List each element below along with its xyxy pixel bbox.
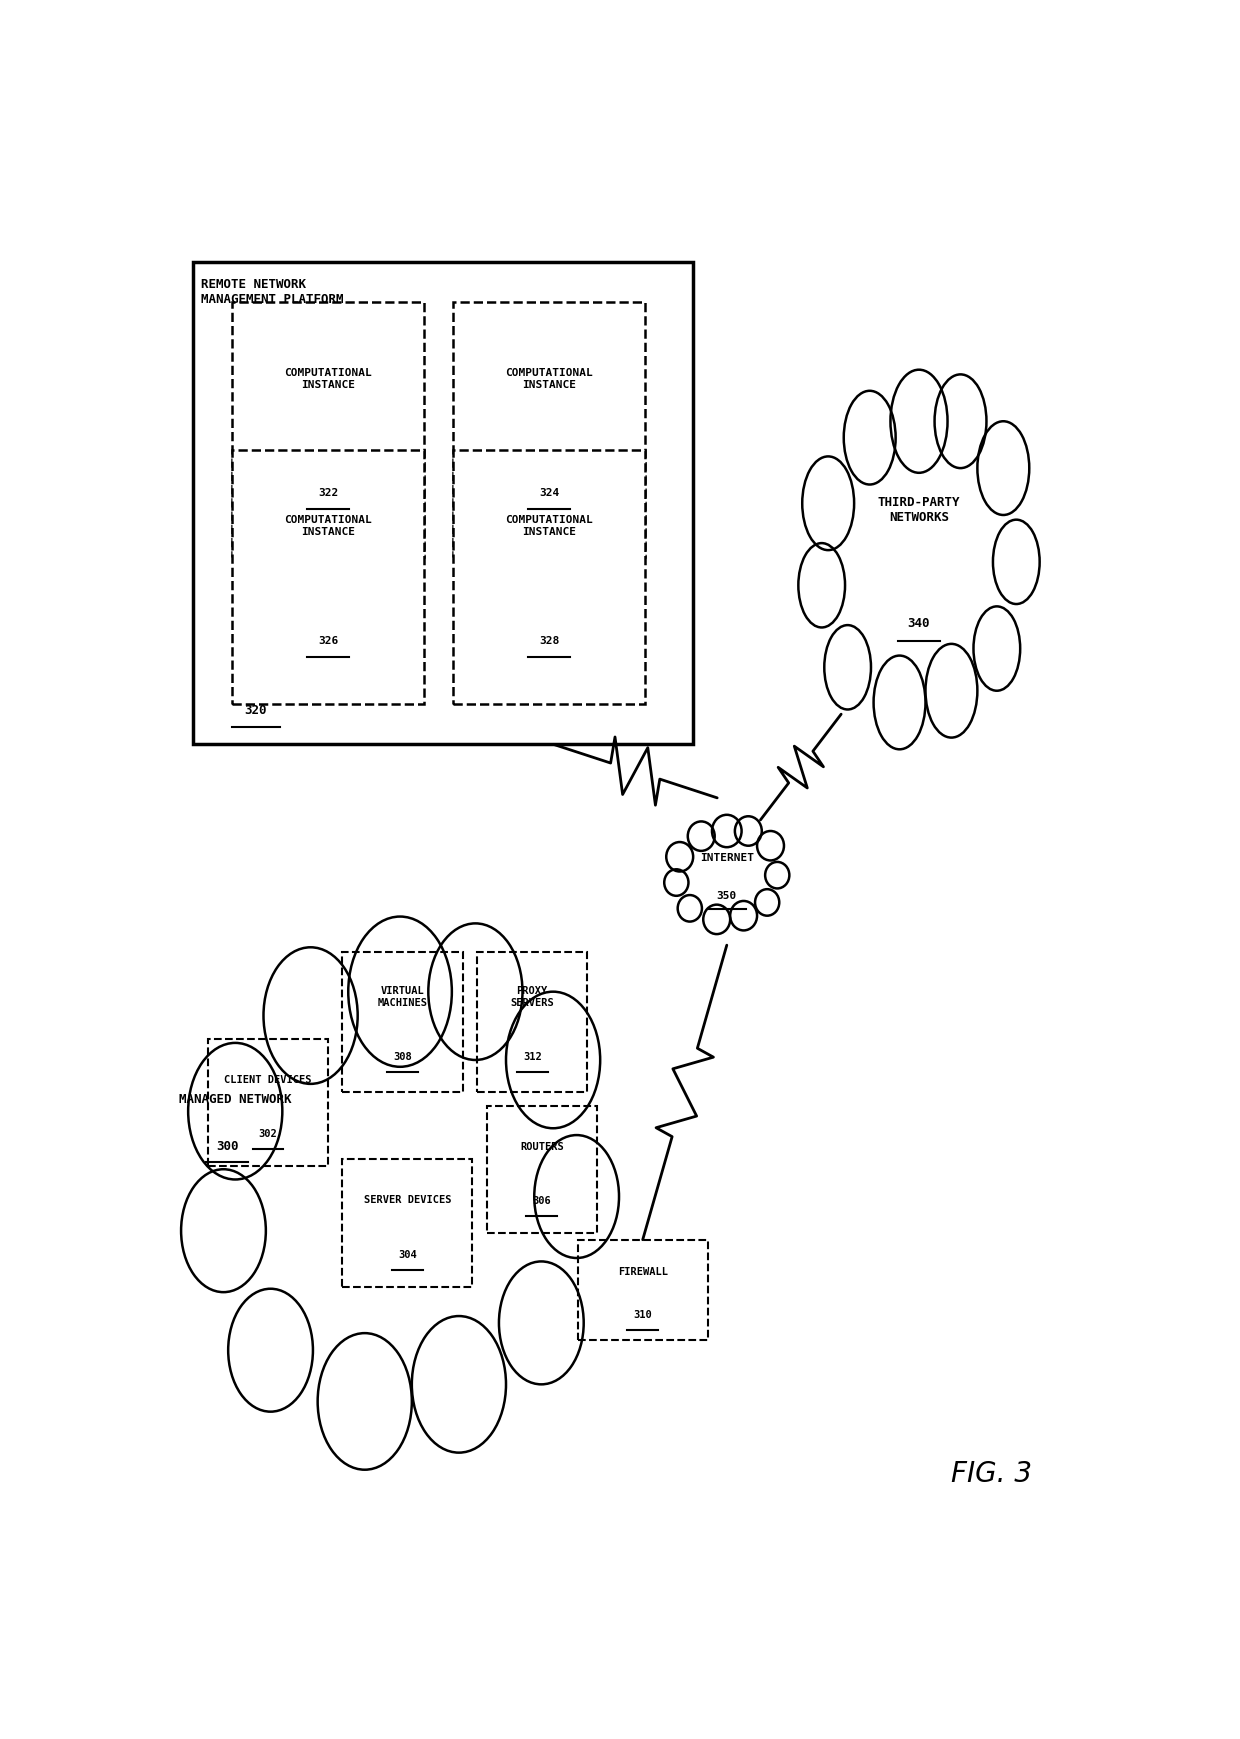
Ellipse shape <box>730 901 758 930</box>
Text: 322: 322 <box>317 489 339 499</box>
Bar <box>342 951 463 1092</box>
Text: FIREWALL: FIREWALL <box>618 1268 667 1276</box>
Text: 328: 328 <box>539 635 559 645</box>
Bar <box>208 1038 327 1167</box>
Text: THIRD-PARTY
NETWORKS: THIRD-PARTY NETWORKS <box>878 496 960 523</box>
Text: 304: 304 <box>398 1250 417 1259</box>
Ellipse shape <box>758 831 784 861</box>
Text: COMPUTATIONAL
INSTANCE: COMPUTATIONAL INSTANCE <box>284 515 372 537</box>
Ellipse shape <box>977 421 1029 515</box>
Text: 350: 350 <box>717 890 737 901</box>
Ellipse shape <box>534 1136 619 1257</box>
Text: COMPUTATIONAL
INSTANCE: COMPUTATIONAL INSTANCE <box>505 515 593 537</box>
Bar <box>232 450 424 704</box>
Text: 312: 312 <box>523 1052 542 1063</box>
Ellipse shape <box>973 607 1021 690</box>
Ellipse shape <box>317 1334 412 1469</box>
Bar <box>453 303 645 556</box>
Ellipse shape <box>228 1289 312 1412</box>
Bar <box>578 1240 708 1341</box>
Text: MANAGED NETWORK: MANAGED NETWORK <box>179 1092 291 1106</box>
Ellipse shape <box>822 386 1017 715</box>
Bar <box>486 1106 596 1233</box>
Text: 308: 308 <box>393 1052 412 1063</box>
Ellipse shape <box>498 1261 584 1384</box>
Bar <box>232 303 424 556</box>
Ellipse shape <box>428 923 522 1061</box>
Ellipse shape <box>665 870 688 896</box>
Text: 340: 340 <box>908 617 930 630</box>
Ellipse shape <box>735 816 761 845</box>
Text: PROXY
SERVERS: PROXY SERVERS <box>511 986 554 1007</box>
Text: 300: 300 <box>216 1139 238 1153</box>
Ellipse shape <box>348 916 451 1066</box>
Ellipse shape <box>703 904 730 934</box>
Text: 326: 326 <box>317 635 339 645</box>
Ellipse shape <box>825 624 870 710</box>
Text: COMPUTATIONAL
INSTANCE: COMPUTATIONAL INSTANCE <box>505 369 593 390</box>
Ellipse shape <box>223 941 577 1419</box>
Ellipse shape <box>802 456 854 550</box>
Ellipse shape <box>188 1043 283 1179</box>
Bar <box>342 1160 472 1287</box>
Ellipse shape <box>263 948 357 1083</box>
Ellipse shape <box>843 391 895 485</box>
Text: ROUTERS: ROUTERS <box>520 1141 564 1151</box>
Bar <box>193 263 693 744</box>
Ellipse shape <box>181 1169 265 1292</box>
Bar <box>477 951 588 1092</box>
Ellipse shape <box>874 656 925 750</box>
Ellipse shape <box>676 821 777 923</box>
Ellipse shape <box>799 543 844 628</box>
Ellipse shape <box>412 1316 506 1452</box>
Text: COMPUTATIONAL
INSTANCE: COMPUTATIONAL INSTANCE <box>284 369 372 390</box>
Ellipse shape <box>712 816 742 847</box>
Text: 320: 320 <box>244 704 267 716</box>
Text: CLIENT DEVICES: CLIENT DEVICES <box>224 1075 311 1085</box>
Text: 324: 324 <box>539 489 559 499</box>
Text: INTERNET: INTERNET <box>699 854 754 863</box>
Text: 310: 310 <box>634 1309 652 1320</box>
Ellipse shape <box>935 374 987 468</box>
Ellipse shape <box>890 370 947 473</box>
Text: REMOTE NETWORK
MANAGEMENT PLATFORM: REMOTE NETWORK MANAGEMENT PLATFORM <box>201 278 343 306</box>
Ellipse shape <box>506 991 600 1129</box>
Text: 306: 306 <box>532 1196 551 1207</box>
Bar <box>453 450 645 704</box>
Ellipse shape <box>993 520 1039 603</box>
Ellipse shape <box>755 889 779 916</box>
Ellipse shape <box>678 896 702 922</box>
Text: FIG. 3: FIG. 3 <box>951 1461 1032 1489</box>
Text: SERVER DEVICES: SERVER DEVICES <box>363 1195 451 1205</box>
Ellipse shape <box>765 863 790 889</box>
Ellipse shape <box>666 842 693 871</box>
Text: VIRTUAL
MACHINES: VIRTUAL MACHINES <box>377 986 428 1007</box>
Ellipse shape <box>925 643 977 737</box>
Ellipse shape <box>688 821 714 850</box>
Text: 302: 302 <box>259 1129 278 1139</box>
